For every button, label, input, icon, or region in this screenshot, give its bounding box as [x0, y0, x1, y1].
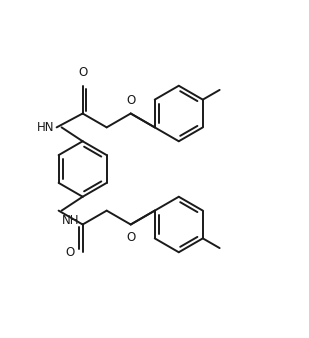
Text: NH: NH: [61, 214, 79, 226]
Text: HN: HN: [37, 121, 55, 134]
Text: O: O: [66, 246, 75, 259]
Text: O: O: [126, 94, 135, 106]
Text: O: O: [126, 232, 135, 244]
Text: O: O: [78, 66, 87, 79]
